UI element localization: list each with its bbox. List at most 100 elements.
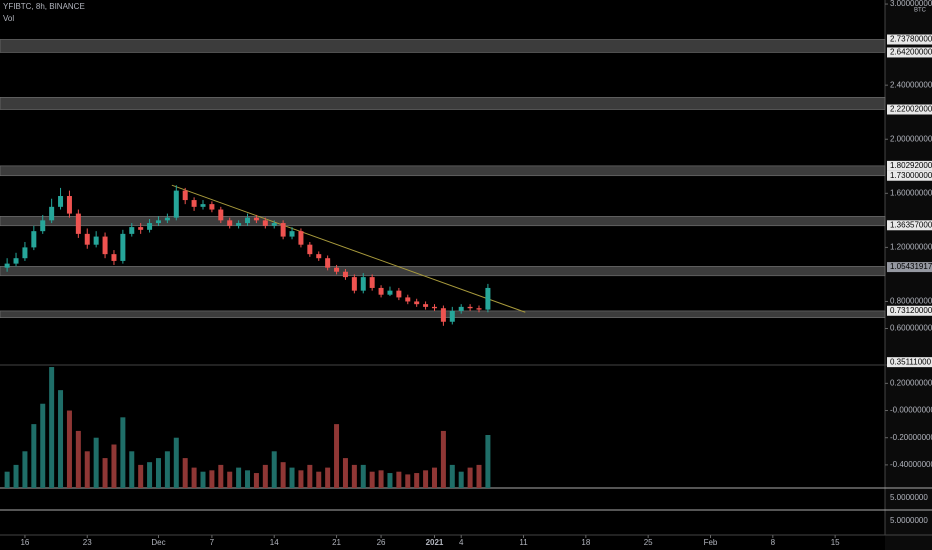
x-tick-label: 25: [644, 538, 653, 547]
volume-tick-label: 0.20000000: [890, 378, 932, 387]
candle-body: [236, 223, 242, 226]
candle-body: [316, 254, 322, 259]
volume-bar: [40, 403, 46, 488]
candle-body: [111, 254, 117, 261]
candle-body: [476, 308, 482, 310]
candle-body: [84, 233, 90, 245]
candle-body: [147, 223, 153, 230]
volume-bar: [476, 464, 482, 488]
volume-bar: [84, 451, 90, 488]
x-tick-label: 16: [20, 538, 29, 547]
price-label-box: [887, 262, 932, 273]
price-label-box: [887, 47, 932, 58]
price-label: 2.22002000: [890, 105, 932, 114]
volume-bar: [93, 437, 99, 488]
price-label-box: [887, 170, 932, 181]
candle-body: [369, 277, 375, 288]
x-tick-label: 4: [459, 538, 464, 547]
candle-body: [58, 196, 64, 207]
volume-bar: [182, 458, 188, 488]
volume-tick-label: -0.00000000: [890, 406, 932, 415]
x-tick-label: 23: [83, 538, 92, 547]
y-tick-label: 2.40000000: [890, 80, 932, 89]
price-label: 1.73000000: [890, 171, 932, 180]
volume-bar: [467, 467, 473, 488]
volume-bar: [227, 471, 233, 488]
candle-body: [280, 223, 286, 237]
zone: [0, 266, 886, 277]
volume-bar: [262, 464, 268, 488]
y-tick-label: 2.00000000: [890, 134, 932, 143]
volume-bar: [334, 424, 340, 488]
pane-label: 5.0000000: [890, 516, 928, 525]
price-label-box: [887, 220, 932, 231]
y-tick-label: 1.60000000: [890, 188, 932, 197]
candle-body: [351, 277, 357, 291]
price-label: 2.73780000: [890, 35, 932, 44]
price-axis-bg: [885, 0, 932, 550]
candle-body: [325, 258, 331, 268]
pane-label: 5.0000000: [890, 493, 928, 502]
price-label-box: [887, 357, 932, 368]
candle-body: [298, 231, 304, 245]
y-tick-label: 0.60000000: [890, 324, 932, 333]
price-label-box: [887, 305, 932, 316]
candle-body: [289, 231, 295, 237]
x-tick-label: 7: [210, 538, 215, 547]
candle-body: [22, 247, 28, 259]
volume-bar: [31, 424, 37, 488]
candle-body: [360, 277, 366, 291]
volume-bar: [253, 473, 259, 488]
volume-bar: [289, 467, 295, 488]
x-tick-label: 8: [771, 538, 776, 547]
candle-body: [458, 306, 464, 311]
zone: [0, 165, 886, 177]
currency-label: BTC: [914, 8, 927, 14]
volume-bar: [4, 471, 10, 488]
volume-bar: [111, 444, 117, 488]
candle-body: [271, 223, 277, 226]
candle-body: [31, 231, 37, 248]
volume-bar: [58, 390, 64, 488]
volume-bar: [22, 451, 28, 488]
candle-body: [378, 287, 384, 295]
volume-bar: [129, 451, 135, 488]
volume-bar: [49, 367, 55, 488]
candle-body: [423, 304, 429, 307]
candle-body: [129, 227, 135, 234]
volume-tick-label: -0.40000000: [890, 460, 932, 469]
candle-body: [13, 258, 19, 264]
volume-bar: [200, 471, 206, 488]
candle-body: [75, 213, 81, 234]
volume-bar: [66, 410, 72, 488]
candle-body: [102, 236, 108, 255]
candle-body: [245, 217, 251, 224]
candle-body: [93, 236, 99, 245]
price-label-box: [887, 34, 932, 45]
price-label: 1.05431917: [890, 262, 932, 271]
volume-bar: [378, 470, 384, 488]
candle-body: [218, 209, 224, 221]
price-label: 0.73120000: [890, 306, 932, 315]
candle-body: [40, 220, 46, 232]
volume-bar: [387, 473, 393, 488]
candle-body: [49, 206, 55, 221]
price-label-box: [887, 160, 932, 171]
volume-bar: [458, 471, 464, 488]
x-tick-label: Dec: [151, 538, 165, 547]
candle-body: [209, 204, 215, 210]
candle-body: [431, 306, 437, 309]
volume-bar: [325, 467, 331, 488]
volume-bar: [138, 464, 144, 488]
candle-body: [307, 244, 313, 255]
x-tick-label: 26: [377, 538, 386, 547]
x-tick-label: 14: [270, 538, 279, 547]
zone: [0, 97, 886, 110]
volume-bar: [342, 458, 348, 488]
volume-bar: [102, 458, 108, 488]
volume-bar: [351, 464, 357, 488]
volume-bar: [440, 430, 446, 488]
x-tick-label: Feb: [704, 538, 718, 547]
volume-bar: [75, 430, 81, 488]
x-tick-label: 21: [332, 538, 341, 547]
